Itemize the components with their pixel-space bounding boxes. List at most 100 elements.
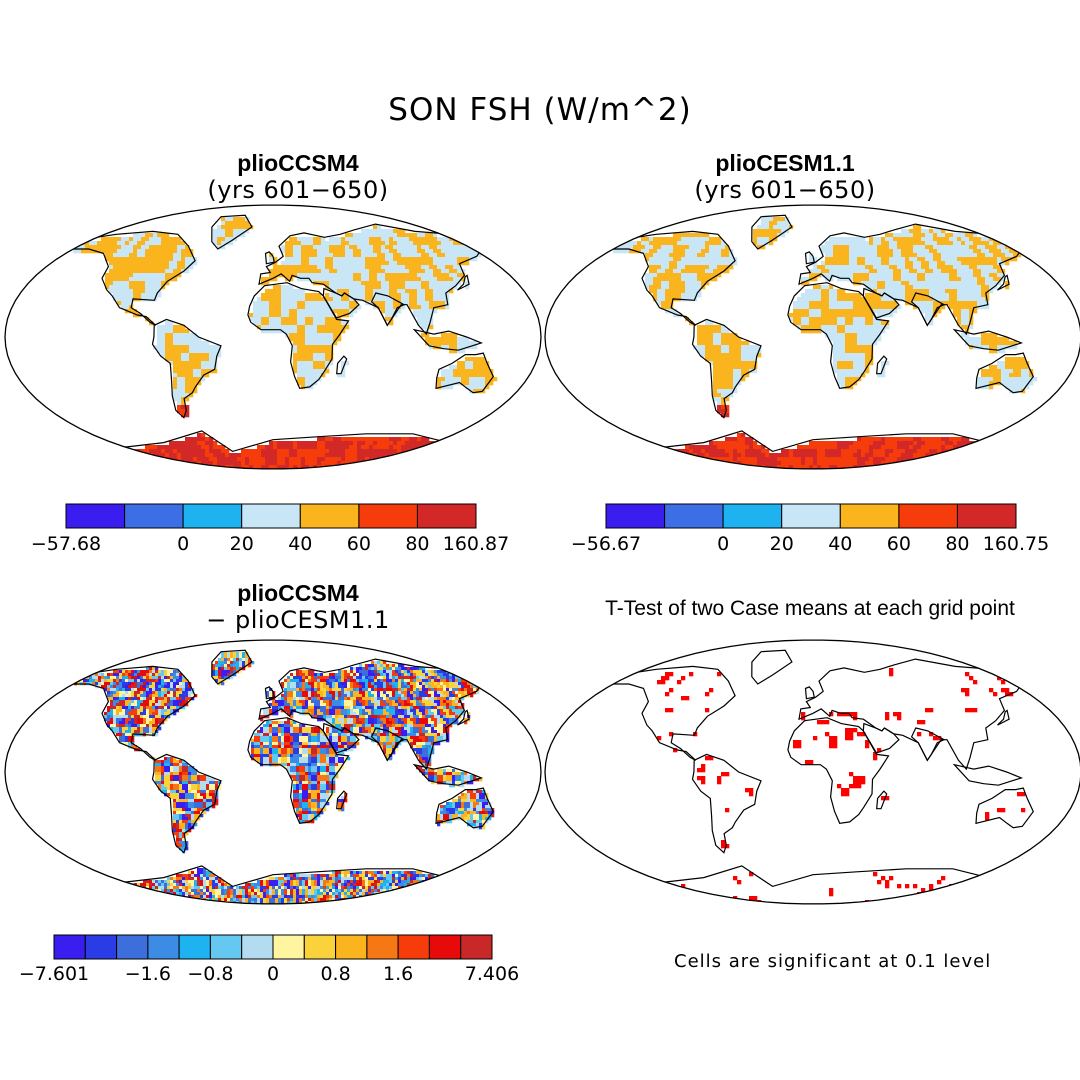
colorbar-tr-label-2: 20 <box>769 533 794 555</box>
colorbar-tr-box-2 <box>722 503 783 529</box>
colorbar-tr-label-5: 80 <box>945 533 970 555</box>
colorbar-bl-label-5: 1.6 <box>383 963 414 985</box>
colorbar-bl-box-4 <box>178 934 211 960</box>
coastline-australia <box>435 352 494 394</box>
coastline-greenland <box>751 649 793 685</box>
colorbar-tr <box>605 503 1017 529</box>
coastline-indonesia <box>952 328 1024 351</box>
panel-tl-subtitle: (yrs 601−650) <box>207 176 389 204</box>
coastline-southAmerica <box>151 318 222 419</box>
map-br <box>544 639 1080 905</box>
colorbar-tl-box-3 <box>241 503 301 529</box>
colorbar-tr-box-3 <box>781 503 841 529</box>
colorbar-tr-label-3: 40 <box>828 533 853 555</box>
coastline-eurasia <box>798 658 1023 771</box>
coastline-southAmerica <box>691 318 762 419</box>
coastline-indonesia <box>952 763 1024 786</box>
colorbar-tr-box-1 <box>664 503 724 529</box>
coastline-madagascar <box>876 790 888 810</box>
panel-tl-title: plioCCSM4 <box>237 150 359 176</box>
coastline-britain <box>804 686 816 700</box>
map-tl <box>4 204 542 470</box>
map-frame-tl <box>4 204 542 470</box>
coastline-madagascar <box>876 355 888 375</box>
coastline-africa <box>247 282 350 389</box>
colorbar-bl-box-1 <box>84 934 118 960</box>
panel-bl-subtitle: − plioCESM1.1 <box>206 606 390 634</box>
map-bl <box>4 639 542 905</box>
colorbar-bl-label-0: −7.601 <box>18 963 90 985</box>
coastline-india <box>910 292 946 327</box>
coastline-northAmerica <box>609 230 736 326</box>
colorbar-bl-box-12 <box>428 934 462 960</box>
figure-title: SON FSH (W/m^2) <box>388 92 692 128</box>
map-frame-br <box>544 639 1080 905</box>
coastline-northAmerica <box>609 665 736 761</box>
coastline-eurasia <box>258 223 483 336</box>
coastline-australia <box>435 787 494 829</box>
colorbar-bl-label-1: −1.6 <box>124 963 171 985</box>
coastline-indonesia <box>412 763 484 786</box>
colorbar-bl-box-8 <box>303 934 337 960</box>
colorbar-tr-label-0: −56.67 <box>570 533 642 555</box>
coastline-africa <box>787 717 890 824</box>
coastline-japan <box>457 709 470 726</box>
colorbar-tl-label-6: 160.87 <box>442 533 510 555</box>
coastline-japan <box>457 274 470 291</box>
colorbar-tr-label-6: 160.75 <box>982 533 1050 555</box>
colorbar-tl-box-0 <box>65 503 126 529</box>
panel-tr-title: plioCESM1.1 <box>715 150 855 176</box>
panel-br-title: T-Test of two Case means at each grid po… <box>605 597 1015 620</box>
coastline-australia <box>975 787 1034 829</box>
colorbar-tl-label-2: 20 <box>229 533 254 555</box>
colorbar-tl-box-1 <box>124 503 184 529</box>
colorbar-tr-box-0 <box>605 503 666 529</box>
colorbar-bl-label-2: −0.8 <box>187 963 234 985</box>
coastline-india <box>370 292 406 327</box>
colorbar-bl <box>53 934 493 960</box>
coastline-japan <box>997 274 1010 291</box>
colorbar-bl-box-11 <box>397 934 430 960</box>
colorbar-tl-label-0: −57.68 <box>30 533 102 555</box>
map-tr <box>544 204 1080 470</box>
colorbar-bl-label-6: 7.406 <box>464 963 520 985</box>
colorbar-bl-label-3: 0 <box>266 963 280 985</box>
coastline-southAmerica <box>691 753 762 854</box>
coastline-india <box>370 727 406 762</box>
map-frame-bl <box>4 639 542 905</box>
colorbar-bl-box-0 <box>53 934 86 960</box>
colorbar-tl-label-5: 80 <box>405 533 430 555</box>
significance-note: Cells are significant at 0.1 level <box>674 951 992 972</box>
colorbar-tr-box-6 <box>956 503 1017 529</box>
coastline-eurasia <box>258 658 483 771</box>
coastline-northAmerica <box>69 230 196 326</box>
coastline-australia <box>975 352 1034 394</box>
colorbar-bl-box-5 <box>209 934 243 960</box>
coastline-arabia <box>322 722 360 754</box>
colorbar-bl-box-7 <box>272 934 305 960</box>
coastline-greenland <box>211 214 253 250</box>
colorbar-bl-box-2 <box>116 934 149 960</box>
coastline-japan <box>997 709 1010 726</box>
colorbar-tl-box-6 <box>416 503 477 529</box>
colorbar-tl <box>65 503 477 529</box>
panel-bl-title: plioCCSM4 <box>237 580 359 606</box>
coastline-britain <box>264 686 276 700</box>
colorbar-bl-box-10 <box>366 934 399 960</box>
coastline-arabia <box>862 722 900 754</box>
colorbar-bl-box-3 <box>147 934 180 960</box>
panel-tr-subtitle: (yrs 601−650) <box>694 176 876 204</box>
colorbar-tl-label-1: 0 <box>177 533 190 555</box>
colorbar-tl-box-4 <box>299 503 360 529</box>
coastline-madagascar <box>336 355 348 375</box>
colorbar-tl-label-3: 40 <box>288 533 313 555</box>
colorbar-tr-box-4 <box>839 503 900 529</box>
coastline-eurasia <box>798 223 1023 336</box>
coastline-arabia <box>862 287 900 319</box>
colorbar-tr-label-4: 60 <box>886 533 911 555</box>
coastline-britain <box>264 251 276 265</box>
colorbar-bl-box-6 <box>241 934 274 960</box>
coastline-africa <box>787 282 890 389</box>
coastline-india <box>910 727 946 762</box>
